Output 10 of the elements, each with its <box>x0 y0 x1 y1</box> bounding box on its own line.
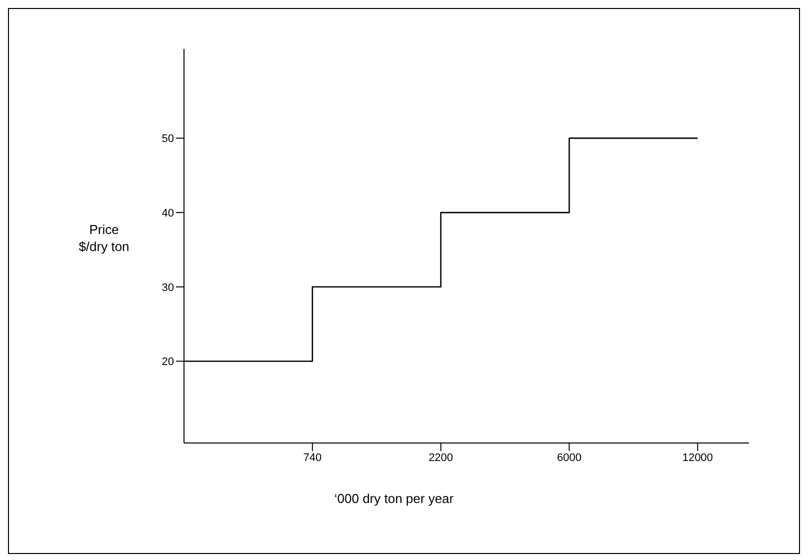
x-axis-title: ‘000 dry ton per year <box>333 491 455 506</box>
y-tick-label: 30 <box>162 282 174 294</box>
y-tick-label: 50 <box>162 133 174 146</box>
y-tick-label: 20 <box>162 356 174 368</box>
x-tick-label: 2200 <box>428 452 454 464</box>
x-tick-label: 6000 <box>556 452 582 464</box>
y-tick-label: 40 <box>162 207 174 220</box>
x-tick-label: 740 <box>303 452 322 464</box>
y-axis-title: Price $/dry ton <box>78 221 130 255</box>
x-tick-label: 12000 <box>682 452 713 464</box>
